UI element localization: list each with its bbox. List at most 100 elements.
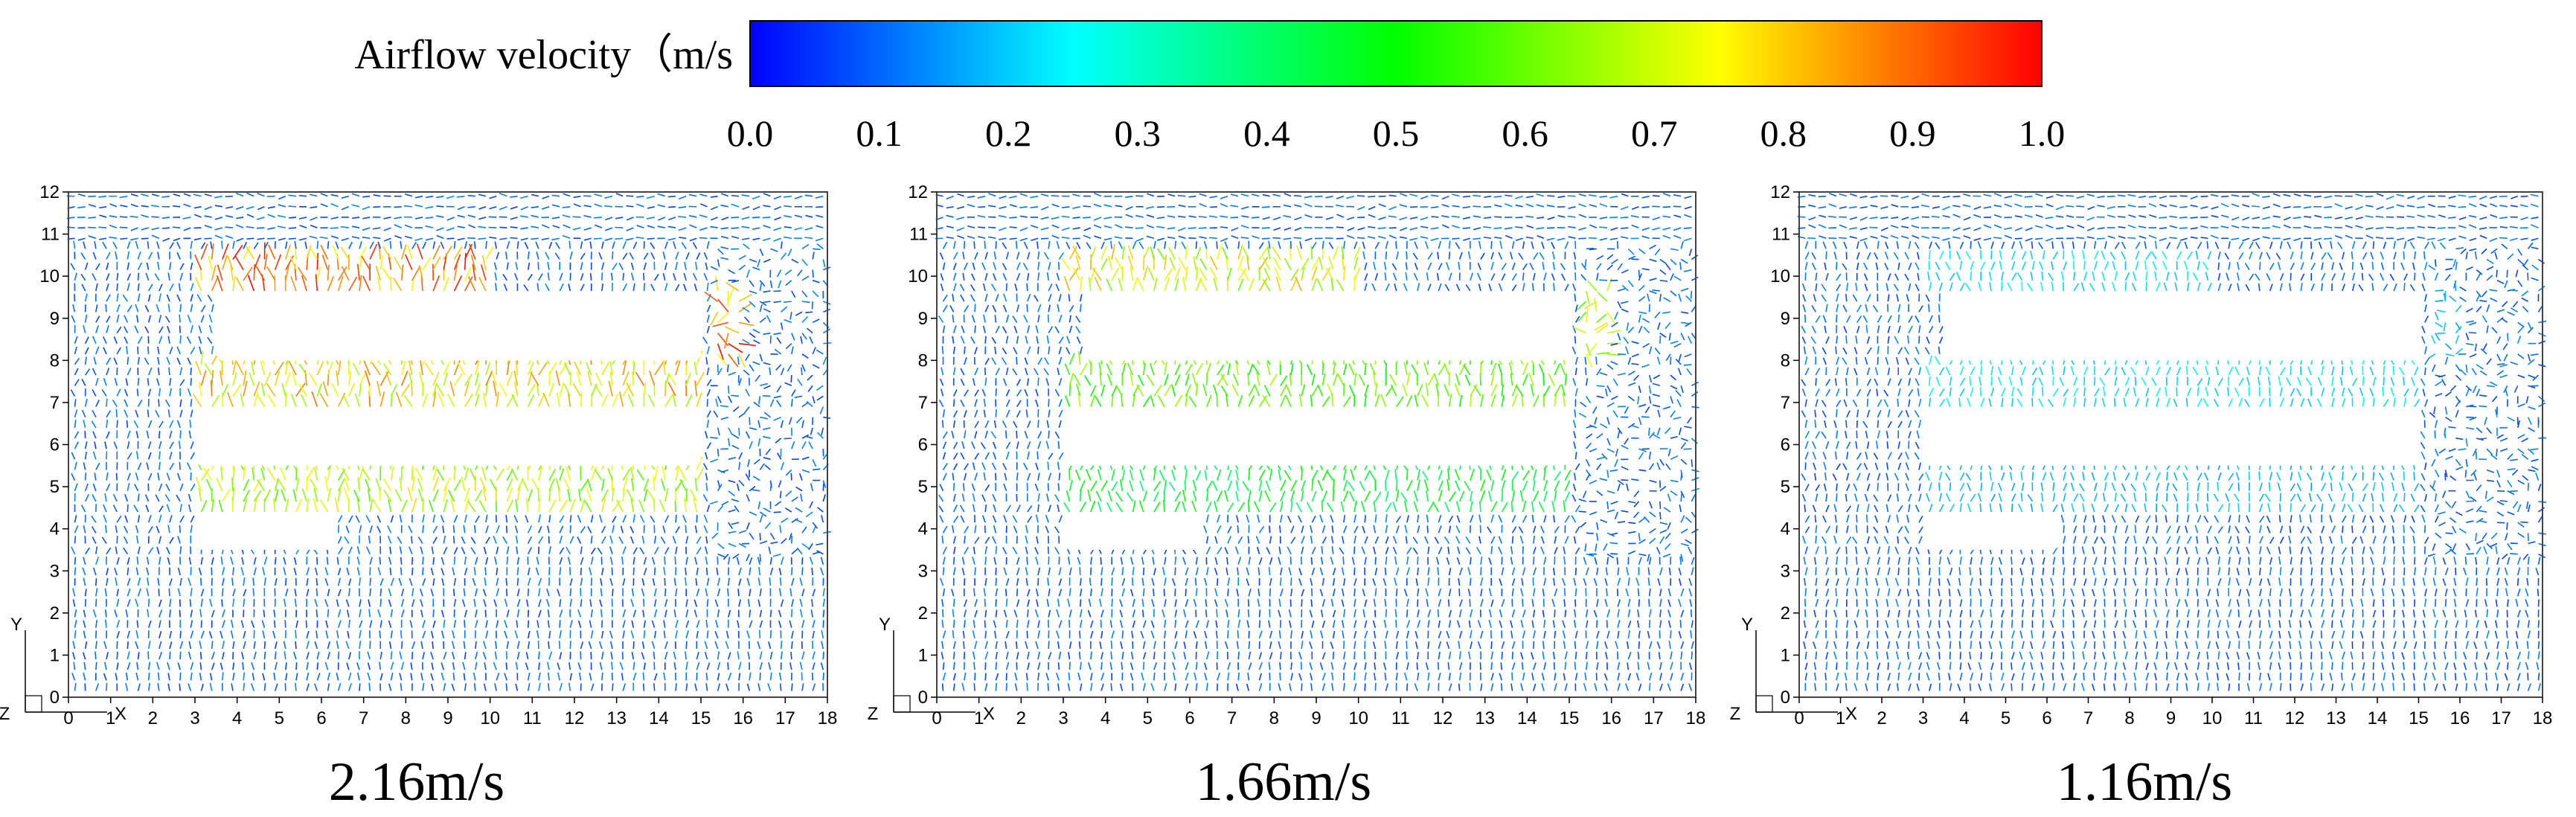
velocity-arrow [1448,394,1452,407]
velocity-arrow [232,372,237,386]
velocity-arrow [1462,206,1470,209]
velocity-arrow [235,277,244,292]
velocity-arrow [1432,501,1440,513]
velocity-arrow [85,547,91,555]
velocity-arrow [1130,266,1134,281]
velocity-arrow [1463,364,1471,376]
velocity-arrow [1343,383,1345,397]
velocity-arrow [1141,598,1144,607]
velocity-arrow [785,490,792,497]
velocity-arrow [355,515,360,523]
velocity-arrow [506,469,513,481]
velocity-arrow [136,315,139,323]
velocity-arrow [995,641,998,650]
velocity-arrow [1106,363,1112,376]
velocity-arrow [198,336,202,344]
velocity-arrow [801,456,810,461]
velocity-arrow [420,599,423,607]
velocity-arrow [1150,621,1155,628]
velocity-arrow [1301,490,1304,502]
velocity-arrow [120,237,128,240]
velocity-arrow [657,225,665,228]
velocity-arrow [679,478,687,492]
velocity-arrow [548,478,555,492]
velocity-arrow [1153,662,1158,670]
velocity-arrow [635,237,644,240]
velocity-arrow [795,507,803,513]
velocity-arrow [601,651,604,660]
velocity-arrow [1301,468,1303,481]
velocity-arrow [952,536,956,544]
velocity-arrow [137,336,143,345]
velocity-arrow [74,557,77,565]
velocity-arrow [123,547,129,555]
velocity-arrow [1455,536,1461,544]
velocity-arrow [685,557,688,565]
velocity-arrow [116,420,118,428]
velocity-arrow [204,215,212,218]
velocity-arrow [1438,630,1442,639]
velocity-arrow [1321,620,1326,628]
velocity-arrow [981,515,986,523]
velocity-arrow [1002,378,1007,386]
velocity-arrow [734,505,740,513]
velocity-arrow [190,409,193,417]
velocity-arrow [762,237,771,241]
velocity-arrow [1258,673,1262,681]
velocity-arrow [1174,641,1178,650]
velocity-arrow [285,673,288,681]
velocity-arrow [1441,204,1449,208]
velocity-arrow [1358,374,1365,386]
velocity-arrow [379,577,384,586]
velocity-arrow [1369,362,1377,376]
velocity-arrow [200,242,206,249]
x-tick-label: 13 [606,708,627,728]
velocity-arrow [548,469,557,481]
velocity-arrow [426,195,434,199]
velocity-arrow [168,588,170,597]
velocity-arrow [1150,630,1155,639]
velocity-arrow [330,217,339,220]
velocity-arrow [1185,469,1188,481]
velocity-arrow [295,498,303,513]
velocity-arrow [1362,241,1365,249]
velocity-arrow [1319,514,1324,523]
velocity-arrow [1327,383,1334,397]
velocity-arrow [696,630,699,638]
velocity-arrow [182,217,191,220]
velocity-arrow [1109,661,1112,670]
velocity-arrow [1153,240,1156,249]
velocity-arrow [993,504,997,513]
velocity-arrow [104,493,107,502]
velocity-arrow [731,499,740,502]
velocity-arrow [938,315,944,323]
velocity-arrow [612,263,618,271]
velocity-arrow [728,343,743,353]
velocity-arrow [116,557,120,565]
velocity-arrow [1188,215,1196,218]
velocity-arrow [241,652,244,660]
velocity-arrow [116,515,122,523]
velocity-arrow [1118,241,1124,249]
velocity-arrow [636,225,644,228]
velocity-arrow [199,577,202,586]
velocity-arrow [810,427,813,435]
velocity-arrow [577,536,582,544]
velocity-arrow [190,452,196,460]
velocity-arrow [162,237,170,242]
velocity-arrow [615,499,624,513]
velocity-arrow [109,203,118,208]
velocity-arrow [235,224,244,228]
velocity-arrow [353,490,360,502]
y-tick-label: 7 [50,393,60,413]
x-tick-label: 4 [232,708,242,728]
velocity-arrow [1072,227,1080,230]
velocity-arrow [430,589,434,597]
velocity-arrow [717,588,721,597]
velocity-arrow [747,598,750,607]
velocity-arrow [1343,363,1348,376]
colorbar-tick-label: 0.5 [1373,112,1420,154]
velocity-arrow [555,242,560,249]
velocity-arrow [672,536,676,544]
